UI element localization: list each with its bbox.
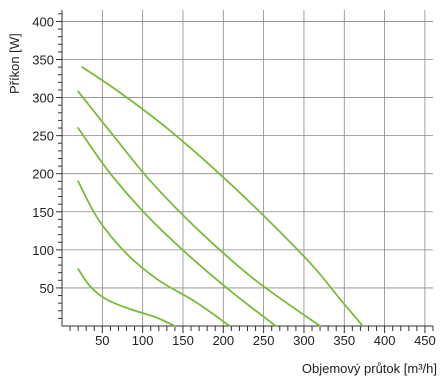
y-tick-label: 400 [32, 14, 54, 29]
x-tick-label: 400 [374, 333, 396, 348]
y-tick-label: 300 [32, 91, 54, 106]
y-tick-label: 200 [32, 167, 54, 182]
x-tick-label: 450 [414, 333, 436, 348]
series-line-5 [81, 66, 364, 327]
grid [62, 10, 433, 326]
y-tick-label: 50 [40, 281, 54, 296]
minor-ticks [56, 13, 434, 333]
y-tick-label: 100 [32, 243, 54, 258]
x-axis-label: Objemový průtok [m³/h] [302, 361, 437, 376]
x-tick-label: 50 [95, 333, 109, 348]
y-tick-label: 350 [32, 52, 54, 67]
x-tick-label: 300 [293, 333, 315, 348]
y-tick-labels: 50 100 150 200 250 300 350 400 [32, 14, 54, 296]
series-line-1 [77, 267, 176, 327]
x-tick-labels: 50 100 150 200 250 300 350 400 450 [95, 333, 436, 348]
y-axis-label: Příkon [W] [7, 33, 22, 94]
series-line-2 [77, 180, 231, 327]
x-tick-label: 250 [253, 333, 275, 348]
series-group [77, 66, 364, 327]
x-tick-label: 200 [212, 333, 234, 348]
axes [61, 10, 433, 327]
x-tick-label: 150 [172, 333, 194, 348]
y-tick-label: 150 [32, 205, 54, 220]
y-tick-label: 250 [32, 129, 54, 144]
series-line-4 [77, 90, 321, 327]
series-line-3 [77, 127, 277, 327]
x-tick-label: 350 [333, 333, 355, 348]
x-tick-label: 100 [132, 333, 154, 348]
